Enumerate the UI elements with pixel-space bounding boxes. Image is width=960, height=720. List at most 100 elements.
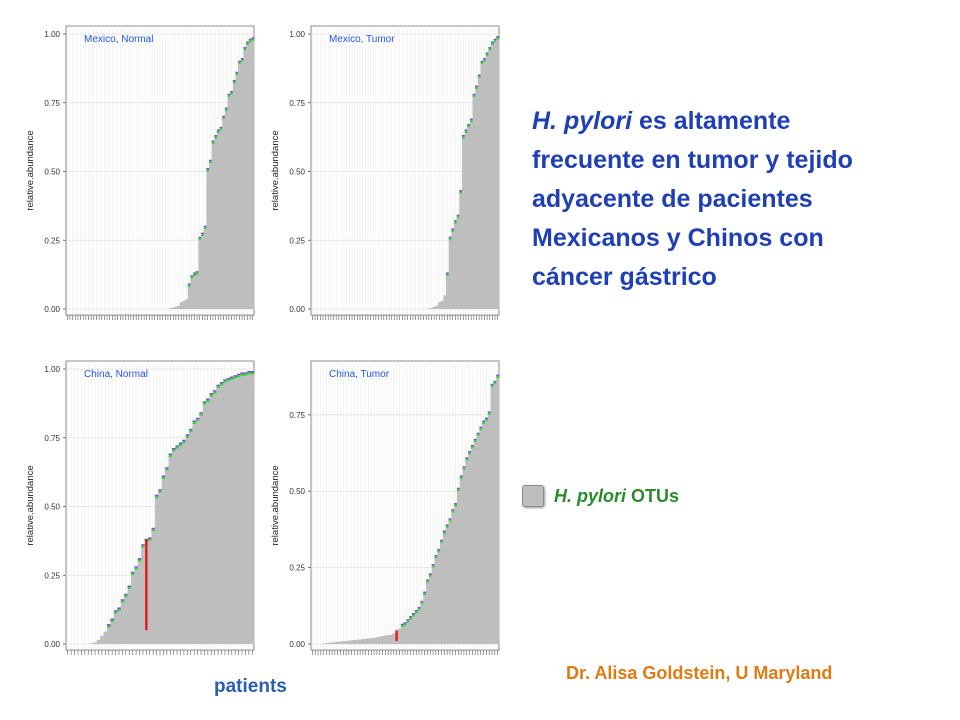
bar <box>451 512 455 644</box>
y-tick-label: 0.00 <box>44 640 60 649</box>
y-axis-label: relative.abundance <box>25 465 36 545</box>
bar <box>203 229 207 309</box>
bar-cap-green <box>182 441 187 444</box>
bar <box>120 602 125 644</box>
bar-cap-purple <box>412 613 416 615</box>
y-tick-label: 0.75 <box>289 99 305 108</box>
bar <box>322 643 326 644</box>
bar <box>459 193 463 309</box>
bar <box>243 375 248 644</box>
bar <box>483 61 487 309</box>
bar-cap-green <box>487 412 491 415</box>
y-tick-label: 0.00 <box>289 640 305 649</box>
bar <box>165 470 169 644</box>
y-tick-label: 0.00 <box>289 305 305 314</box>
bar-cap-green <box>130 573 135 576</box>
bar-cap-purple <box>192 420 197 422</box>
bar-cap-purple <box>448 236 452 239</box>
y-tick-label: 0.25 <box>44 571 60 580</box>
bar-cap-purple <box>235 71 239 74</box>
bar-cap-purple <box>453 220 458 222</box>
bar-cap-purple <box>203 225 207 228</box>
bar-cap-green <box>251 38 255 41</box>
bar-cap-green <box>496 37 500 40</box>
bar-cap-purple <box>219 126 223 129</box>
bar-cap-green <box>434 556 438 559</box>
bar-cap-green <box>440 541 444 544</box>
bar <box>358 639 362 644</box>
legend-species: H. pylori <box>554 485 627 506</box>
bar-cap-green <box>141 545 146 548</box>
bar <box>485 56 489 309</box>
bar-cap-green <box>448 238 452 241</box>
bar-cap-purple <box>451 228 455 230</box>
bar-cap-purple <box>206 398 210 400</box>
bar-cap-purple <box>491 41 495 43</box>
bar-cap-purple <box>420 600 424 603</box>
bar-cap-green <box>465 458 469 461</box>
bar-cap-purple <box>406 619 410 621</box>
bar <box>355 639 360 644</box>
bar-cap-green <box>206 169 210 172</box>
bar <box>440 543 444 644</box>
bar-cap-green <box>203 227 207 230</box>
bar <box>182 443 187 644</box>
bar-cap-green <box>445 525 449 528</box>
bar <box>195 274 199 309</box>
bar <box>248 42 252 309</box>
bar <box>161 479 166 644</box>
bar-cap-green <box>195 272 199 275</box>
bar-cap-green <box>202 402 207 405</box>
bar <box>369 638 374 644</box>
chart-svg: 0.00 0.25 0.50 0.75 1.00 Mexico, Tumor relativ… <box>270 25 500 320</box>
bar <box>246 45 250 309</box>
bar-cap-purple <box>461 135 465 137</box>
bar <box>240 61 244 309</box>
bar <box>406 622 410 644</box>
bar-cap-green <box>230 378 234 380</box>
bar <box>151 531 156 644</box>
bar-cap-green <box>414 611 419 614</box>
bar <box>442 534 447 644</box>
bar-cap-green <box>496 376 500 379</box>
bar <box>454 506 458 644</box>
headline-rest: es altamente frecuente en tumor y tejido… <box>532 107 853 291</box>
bar-cap-green <box>216 131 220 133</box>
bar <box>403 625 407 644</box>
bar-cap-green <box>127 587 132 589</box>
bar <box>175 448 180 644</box>
bar-cap-green <box>219 383 224 386</box>
legend-swatch <box>522 485 544 507</box>
legend-label: H. pylori OTUs <box>554 486 679 507</box>
bar-cap-purple <box>248 38 252 41</box>
bar-cap-purple <box>127 585 132 587</box>
bar <box>465 460 469 644</box>
bar <box>158 492 163 644</box>
bar <box>247 374 251 644</box>
bar-cap-purple <box>434 554 438 557</box>
bar <box>461 138 465 309</box>
bar <box>487 414 491 644</box>
bar-cap-purple <box>409 616 413 618</box>
bar-cap-purple <box>238 60 242 63</box>
bar-cap-green <box>238 62 242 65</box>
bar-cap-green <box>468 452 472 455</box>
bar <box>423 595 427 644</box>
bar-cap-purple <box>178 442 183 444</box>
bar-cap-purple <box>161 475 166 477</box>
bar-cap-green <box>243 48 247 51</box>
bar-cap-green <box>247 372 251 375</box>
y-tick-label: 0.50 <box>44 168 60 177</box>
bar-cap-green <box>212 391 217 394</box>
bar <box>448 240 452 309</box>
bar-cap-green <box>232 81 236 84</box>
bar <box>472 97 476 309</box>
bar-cap-purple <box>212 390 217 392</box>
bar-cap-purple <box>154 494 159 497</box>
bar <box>456 218 460 309</box>
bar <box>130 575 135 644</box>
bar-cap-green <box>227 95 231 98</box>
bar <box>178 446 183 644</box>
bar-cap-purple <box>148 537 152 539</box>
bar <box>230 380 234 644</box>
